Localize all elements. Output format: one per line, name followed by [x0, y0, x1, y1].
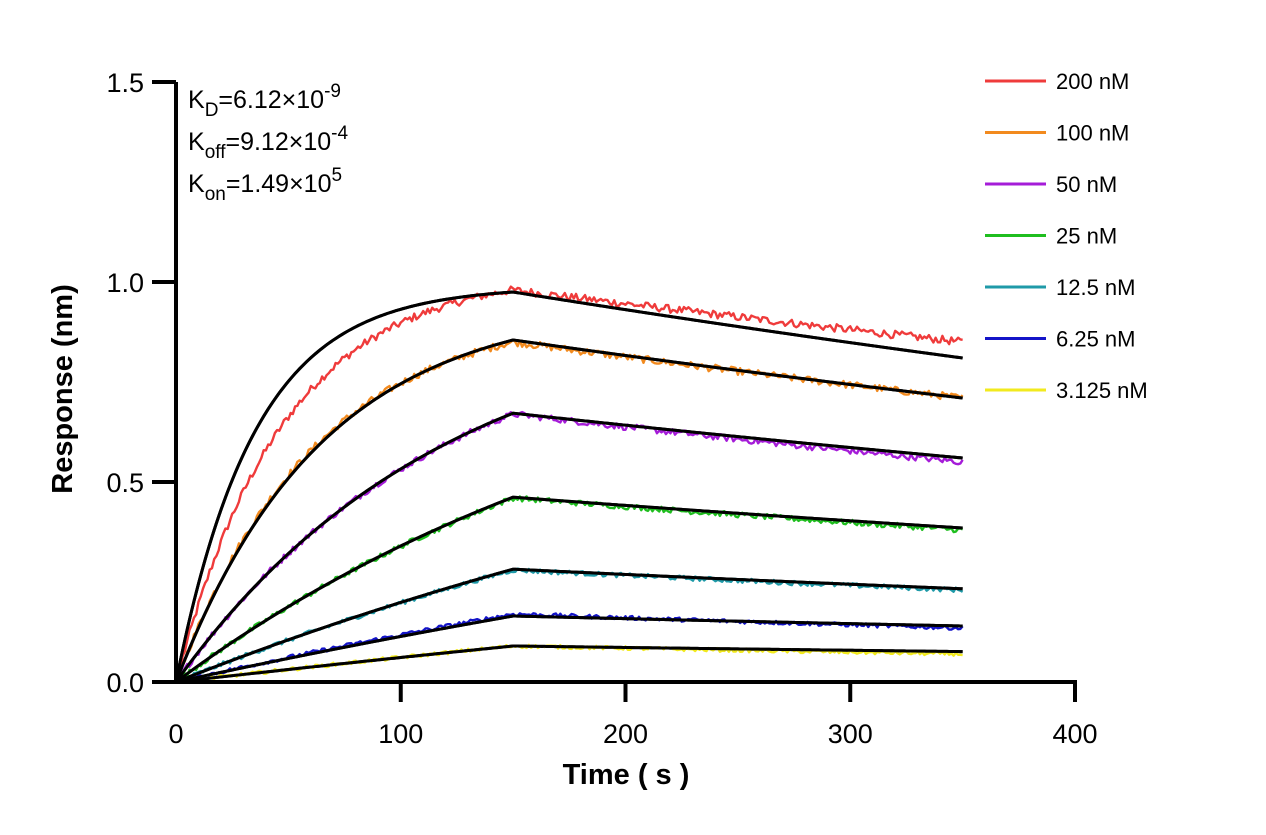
legend-label: 3.125 nM — [1056, 378, 1148, 403]
data-series — [174, 285, 964, 684]
x-tick-label: 0 — [168, 719, 183, 749]
x-tick-label: 100 — [378, 719, 423, 749]
x-axis-title: Time ( s ) — [563, 759, 690, 791]
kinetic-constant-D: KD=6.12×10-9 — [188, 81, 341, 121]
fit-curve-3 — [174, 411, 963, 683]
kinetic-constant-off: Koff=9.12×10-4 — [188, 123, 348, 163]
y-tick-label: 1.0 — [106, 268, 144, 298]
y-tick-label: 0.5 — [106, 468, 144, 498]
fit-curve-1 — [174, 290, 963, 683]
legend: 200 nM 100 nM 50 nM 25 nM 12.5 nM 6.25 nM 3.12… — [985, 69, 1148, 403]
fit-curve-2 — [174, 338, 963, 683]
legend-label: 200 nM — [1056, 69, 1129, 94]
kinetic-constant-on: Kon=1.49×105 — [188, 165, 342, 205]
x-tick-label: 300 — [828, 719, 873, 749]
legend-label: 25 nM — [1056, 224, 1117, 249]
legend-label: 100 nM — [1056, 121, 1129, 146]
legend-label: 6.25 nM — [1056, 327, 1136, 352]
axes: 0 100 200 300 400 0.0 0.5 1.0 1.5 — [106, 68, 1097, 749]
fit-curve-7 — [175, 644, 963, 684]
x-tick-label: 200 — [603, 719, 648, 749]
x-tick-label: 400 — [1052, 719, 1097, 749]
fit-curve-5 — [175, 567, 963, 684]
fit-curve-4 — [175, 495, 963, 684]
legend-label: 50 nM — [1056, 172, 1117, 197]
legend-label: 12.5 nM — [1056, 275, 1136, 300]
y-tick-label: 1.5 — [106, 68, 144, 98]
y-axis-title: Response (nm) — [47, 284, 79, 493]
y-tick-label: 0.0 — [106, 668, 144, 698]
series-100-nM-line — [174, 338, 964, 683]
fit-curve-2 — [174, 338, 963, 683]
fit-curve-6 — [175, 614, 963, 684]
